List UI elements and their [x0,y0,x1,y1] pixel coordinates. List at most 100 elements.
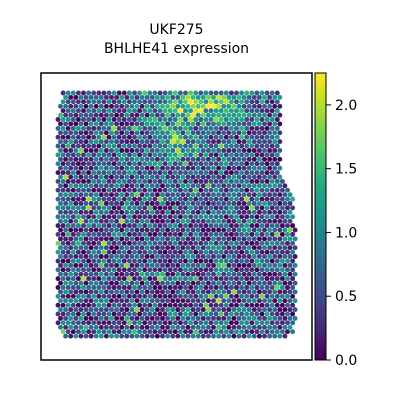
expression-spot [251,298,257,304]
expression-spot [267,139,273,145]
expression-spot [205,139,211,145]
expression-spot [124,148,130,153]
expression-spot [195,218,201,224]
expression-spot [139,139,145,145]
expression-spot [78,333,84,339]
expression-spot [244,117,250,122]
expression-spot [256,165,262,171]
expression-spot [256,271,262,277]
expression-spot [236,183,242,189]
expression-spot [272,307,278,313]
expression-spot [58,174,63,180]
expression-spot [63,324,69,330]
expression-spot [254,117,260,122]
expression-spot [272,174,278,180]
expression-spot [101,311,107,317]
expression-spot [195,148,201,153]
expression-spot [129,315,135,321]
expression-spot [81,152,86,158]
expression-spot [103,209,109,215]
expression-spot [195,139,201,145]
expression-spot [198,258,204,264]
expression-spot [290,258,296,264]
expression-spot [216,262,222,268]
expression-spot [170,289,176,295]
expression-spot [167,311,173,317]
expression-spot [111,125,117,131]
expression-spot [121,329,127,335]
expression-spot [287,289,293,295]
expression-spot [188,117,194,122]
expression-spot [160,112,165,118]
expression-spot [154,209,160,215]
expression-spot [246,165,252,171]
expression-spot [274,125,280,131]
expression-spot [137,90,143,96]
expression-spot [78,201,84,206]
expression-spot [157,99,163,105]
expression-spot [70,293,76,299]
expression-spot [144,298,150,304]
expression-spot [200,148,206,153]
expression-spot [198,99,204,105]
expression-spot [216,130,222,136]
expression-spot [121,320,127,326]
expression-spot [167,285,173,290]
expression-spot [139,209,145,215]
expression-spot [213,170,219,176]
expression-spot [244,329,250,335]
expression-spot [116,196,122,202]
expression-spot [195,262,201,268]
expression-spot [223,302,229,308]
expression-spot [93,289,99,295]
expression-spot [221,227,227,233]
expression-spot [274,267,280,273]
expression-spot [142,170,148,176]
expression-spot [93,192,99,198]
expression-spot [147,214,153,220]
expression-spot [106,178,112,184]
expression-spot [152,276,158,282]
expression-spot [124,156,130,162]
expression-spot [241,192,247,198]
expression-spot [162,267,168,273]
expression-spot [236,262,242,268]
expression-spot [287,324,293,330]
expression-spot [121,99,127,105]
expression-spot [198,231,204,237]
expression-spot [86,285,92,290]
expression-spot [65,285,71,290]
expression-spot [70,223,76,229]
expression-spot [58,262,63,268]
expression-spot [132,187,137,193]
expression-spot [211,307,216,313]
expression-spot [144,192,150,198]
expression-spot [277,148,283,153]
expression-spot [70,117,76,122]
expression-spot [177,267,183,273]
expression-spot [267,236,273,242]
expression-spot [98,298,104,304]
expression-spot [234,293,239,299]
expression-spot [239,117,245,122]
expression-spot [190,271,196,277]
expression-spot [101,214,107,220]
expression-spot [195,201,201,206]
expression-spot [172,178,178,184]
expression-spot [200,315,206,321]
expression-spot [139,289,145,295]
expression-spot [157,320,163,326]
expression-spot [101,117,107,122]
expression-spot [251,174,257,180]
expression-spot [188,134,194,140]
expression-spot [91,329,97,335]
expression-spot [124,174,130,180]
expression-spot [81,320,86,326]
expression-spot [272,209,278,215]
expression-spot [103,298,109,304]
expression-spot [68,298,74,304]
expression-spot [195,324,201,330]
expression-spot [78,254,84,259]
expression-spot [160,289,165,295]
expression-spot [98,245,104,251]
